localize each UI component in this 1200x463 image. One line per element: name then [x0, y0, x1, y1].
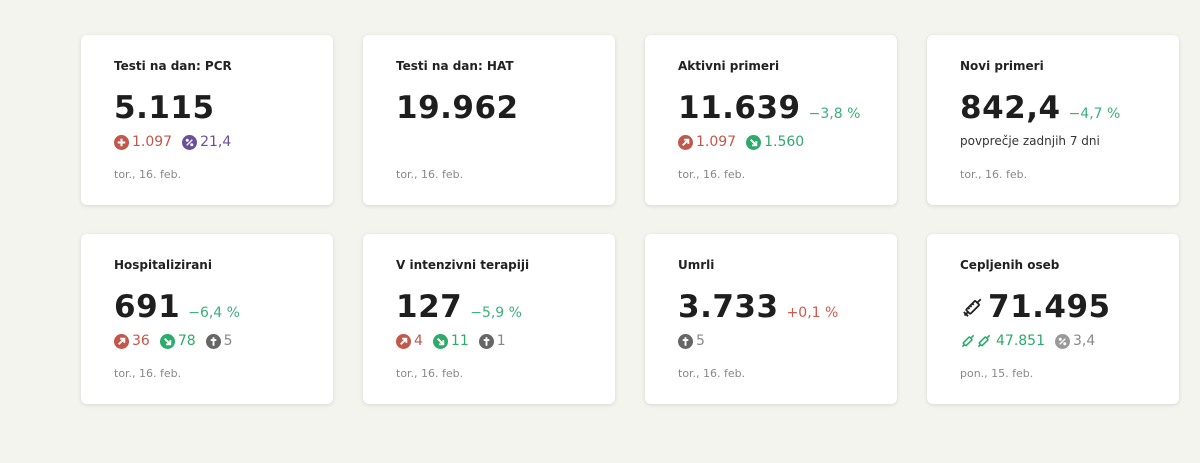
stat-in: 4	[396, 333, 423, 349]
stat-died-value: 5	[223, 333, 233, 349]
card-date: tor., 16. feb.	[396, 367, 464, 380]
stat-in-value: 4	[414, 333, 423, 349]
stat-out-value: 78	[177, 333, 196, 349]
arrow-up-right-circle-icon	[114, 333, 129, 349]
main-value-row: 3.733 +0,1 %	[678, 289, 838, 325]
main-value: 5.115	[114, 90, 215, 126]
main-value-row: 842,4 −4,7 %	[960, 90, 1120, 126]
sub-stats: 1.097 21,4	[114, 134, 241, 150]
card-title: V intenzivni terapiji	[396, 258, 530, 272]
card-date: tor., 16. feb.	[960, 168, 1028, 181]
sub-stats: 36 78 5	[114, 333, 243, 349]
stat-percent-value: 21,4	[200, 134, 232, 150]
stat-plus-value: 1.097	[132, 134, 173, 150]
card-date: pon., 15. feb.	[960, 367, 1034, 380]
arrow-up-right-circle-icon	[396, 333, 411, 349]
cross-circle-icon	[205, 333, 221, 349]
stat-plus: 1.097	[114, 134, 172, 150]
card-title: Novi primeri	[960, 59, 1044, 73]
two-syringes-icon	[961, 334, 991, 348]
card-hospitalized: Hospitalizirani 691 −6,4 % 36 78 5 tor.,…	[81, 234, 333, 404]
syringe-icon	[963, 298, 982, 317]
card-active-cases: Aktivni primeri 11.639 −3,8 % 1.097 1.56…	[645, 35, 897, 205]
main-value: 3.733	[678, 289, 779, 325]
main-value: 71.495	[988, 289, 1111, 325]
main-value-row: 11.639 −3,8 %	[678, 90, 860, 126]
stat-out-value: 1.560	[764, 134, 805, 150]
average-note: povprečje zadnjih 7 dni	[960, 134, 1100, 148]
stat-died: 1	[478, 333, 506, 349]
stat-second-dose-value: 47.851	[996, 333, 1045, 349]
stat-out: 1.560	[746, 134, 804, 150]
stat-second-dose: 47.851	[960, 333, 1045, 349]
card-title: Testi na dan: PCR	[114, 59, 232, 73]
main-value-row: 5.115	[114, 90, 215, 126]
delta-percent: +0,1 %	[786, 305, 839, 321]
stat-in: 36	[114, 333, 150, 349]
stat-died-value: 5	[696, 333, 705, 349]
stat-percent: 3,4	[1055, 333, 1095, 349]
main-value: 11.639	[678, 90, 801, 126]
sub-stats: 1.097 1.560	[678, 134, 814, 150]
main-value-row: 691 −6,4 %	[114, 289, 240, 325]
stat-out-value: 11	[450, 333, 469, 349]
delta-percent: −4,7 %	[1068, 106, 1121, 122]
card-title: Hospitalizirani	[114, 258, 212, 272]
arrow-up-right-circle-icon	[678, 134, 693, 150]
main-value-row: 71.495	[960, 289, 1111, 325]
stat-percent: 21,4	[182, 134, 231, 150]
card-title: Testi na dan: HAT	[396, 59, 514, 73]
sub-stats: 47.851 3,4	[960, 333, 1105, 349]
cross-circle-icon	[678, 333, 693, 349]
card-date: tor., 16. feb.	[396, 168, 464, 181]
card-vaccinated: Cepljenih oseb 71.495 47.851 3,4 pon.,	[927, 234, 1179, 404]
card-date: tor., 16. feb.	[114, 367, 182, 380]
delta-percent: −6,4 %	[188, 305, 240, 321]
main-value: 842,4	[960, 90, 1061, 126]
stat-died-value: 1	[496, 333, 506, 349]
delta-percent: −3,8 %	[808, 106, 861, 122]
card-title: Aktivni primeri	[678, 59, 780, 73]
arrow-down-right-circle-icon	[432, 333, 448, 349]
delta-percent: −5,9 %	[470, 305, 522, 321]
sub-stats: 4 11 1	[396, 333, 516, 349]
sub-stats: povprečje zadnjih 7 dni	[960, 134, 1100, 148]
main-value: 19.962	[396, 90, 519, 126]
stat-percent-value: 3,4	[1073, 333, 1096, 349]
stat-out: 78	[159, 333, 196, 349]
stat-out: 11	[432, 333, 469, 349]
stat-in: 1.097	[678, 134, 736, 150]
arrow-down-right-circle-icon	[746, 134, 762, 150]
stat-died: 5	[678, 333, 705, 349]
card-date: tor., 16. feb.	[678, 367, 746, 380]
card-tests-pcr: Testi na dan: PCR 5.115 1.097 21,4 tor.,…	[81, 35, 333, 205]
card-title: Cepljenih oseb	[960, 258, 1060, 272]
stat-in-value: 36	[132, 333, 150, 349]
card-intensive-care: V intenzivni terapiji 127 −5,9 % 4 11 1 …	[363, 234, 615, 404]
sub-stats: 5	[678, 333, 715, 349]
cross-circle-icon	[478, 333, 494, 349]
card-new-cases: Novi primeri 842,4 −4,7 % povprečje zadn…	[927, 35, 1179, 205]
arrow-down-right-circle-icon	[159, 333, 175, 349]
main-value: 691	[114, 289, 181, 325]
main-value-row: 19.962	[396, 90, 519, 126]
card-date: tor., 16. feb.	[114, 168, 182, 181]
stat-in-value: 1.097	[696, 134, 737, 150]
main-value: 127	[396, 289, 463, 325]
plus-circle-icon	[114, 134, 129, 150]
card-tests-hat: Testi na dan: HAT 19.962 tor., 16. feb.	[363, 35, 615, 205]
main-value-row: 127 −5,9 %	[396, 289, 522, 325]
percent-circle-icon	[1055, 333, 1070, 349]
card-deceased: Umrli 3.733 +0,1 % 5 tor., 16. feb.	[645, 234, 897, 404]
card-date: tor., 16. feb.	[678, 168, 746, 181]
percent-circle-icon	[182, 134, 198, 150]
card-title: Umrli	[678, 258, 715, 272]
stat-died: 5	[205, 333, 233, 349]
